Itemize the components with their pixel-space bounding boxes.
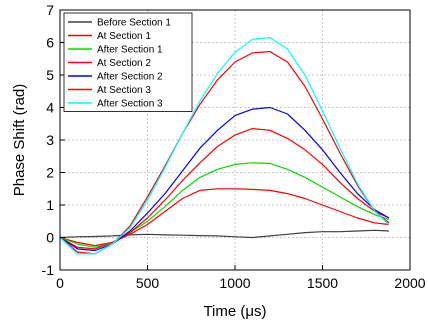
y-axis-label: Phase Shift (rad) [11,84,28,197]
y-tick-label: 5 [46,67,54,83]
series-line-5 [59,106,390,252]
y-tick-label: 6 [46,35,54,51]
legend-entry-label: After Section 1 [97,45,163,56]
y-tick-label: 3 [46,132,54,148]
y-tick-label: 7 [46,2,54,18]
legend-entry-label: After Section 3 [97,99,163,110]
y-tick-label: 1 [46,197,54,213]
x-tick-label: 500 [136,275,160,291]
y-tick-label: 4 [46,100,54,116]
legend-entry-label: At Section 2 [97,58,151,69]
legend-entry-label: After Section 2 [97,72,163,83]
x-axis-label: Time (μs) [203,303,266,320]
series-line-7 [59,37,390,255]
grid-layer [60,10,410,270]
legend-entry-label: Before Section 1 [97,18,171,29]
y-tick-label: 0 [46,230,54,246]
legend-entry-label: At Section 1 [97,31,151,42]
legend: Before Section 1 At Section 1 After Sectio… [63,12,193,112]
x-tick-label: 1000 [219,275,250,291]
y-tick-label: 2 [46,165,54,181]
series-layer [59,37,390,255]
y-tick-label: -1 [42,262,55,278]
x-tick-label: 2000 [394,275,425,291]
series-line-1 [59,229,390,239]
x-tick-label: 0 [56,275,64,291]
x-tick-label: 1500 [307,275,338,291]
legend-entry-label: At Section 3 [97,85,151,96]
